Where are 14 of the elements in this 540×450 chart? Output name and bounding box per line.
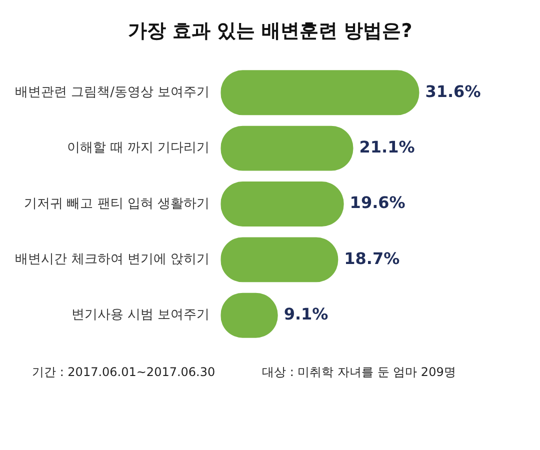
- text: 기간 : 2017.06.01~2017.06.30: [32, 364, 216, 381]
- data-label: 18.7%: [344, 248, 400, 268]
- y-tick-label: 배변관련 그림책/동영상 보여주기: [14, 85, 210, 100]
- data-label: 31.6%: [425, 82, 481, 101]
- y-tick-label: 기저귀 빼고 팬티 입혀 생활하기: [24, 196, 210, 212]
- data-label: 9.1%: [284, 304, 328, 324]
- y-tick-label: 변기사용 시범 보여주기: [71, 308, 210, 323]
- bar: [220, 70, 420, 116]
- text: 대상 : 미취학 자녀를 둔 엄마 209명: [262, 364, 457, 381]
- y-tick-label: 배변시간 체크하여 변기에 앉히기: [15, 252, 210, 268]
- y-tick-label: 이해할 때 까지 기다리기: [67, 140, 210, 156]
- chart-title: 가장 효과 있는 배변훈련 방법은?: [126, 19, 414, 44]
- data-label: 19.6%: [350, 193, 406, 212]
- data-label: 21.1%: [359, 137, 415, 156]
